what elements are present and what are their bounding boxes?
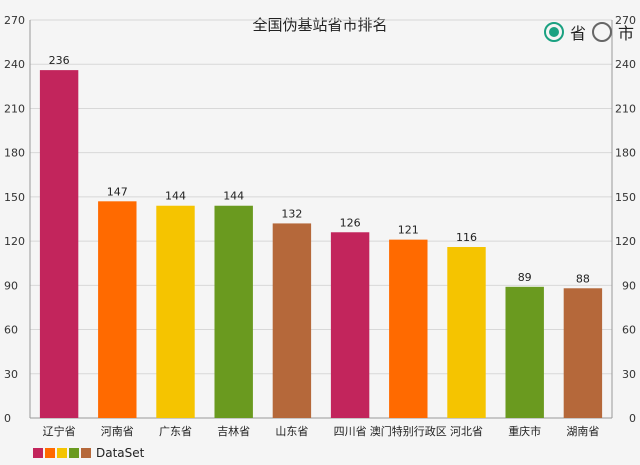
x-tick-label: 广东省 xyxy=(159,425,192,438)
radio-city[interactable]: 市 xyxy=(591,20,634,44)
y-tick-label-left: 240 xyxy=(4,58,25,71)
y-tick-label-right: 270 xyxy=(615,14,636,27)
y-tick-label-left: 210 xyxy=(4,102,25,115)
bar xyxy=(447,247,486,418)
y-tick-label-right: 240 xyxy=(615,58,636,71)
x-tick-label: 河南省 xyxy=(101,425,134,438)
x-tick-label: 四川省 xyxy=(334,425,367,438)
bar xyxy=(214,205,253,418)
y-tick-label-left: 120 xyxy=(4,235,25,248)
y-tick-label-right: 180 xyxy=(615,147,636,160)
y-tick-label-left: 30 xyxy=(4,368,18,381)
y-tick-label-right: 60 xyxy=(622,324,636,337)
bar-value-label: 88 xyxy=(576,272,590,285)
y-tick-label-left: 150 xyxy=(4,191,25,204)
x-tick-label: 河北省 xyxy=(450,425,483,438)
y-tick-label-right: 30 xyxy=(622,368,636,381)
bar-value-label: 121 xyxy=(398,224,419,237)
legend-label: DataSet xyxy=(96,446,145,460)
bar-value-label: 89 xyxy=(518,271,532,284)
bar-value-label: 132 xyxy=(281,207,302,220)
y-tick-label-left: 270 xyxy=(4,14,25,27)
y-tick-label-left: 60 xyxy=(4,324,18,337)
radio-city-label: 市 xyxy=(617,24,634,43)
legend-swatch xyxy=(45,448,55,458)
x-tick-label: 辽宁省 xyxy=(43,424,76,438)
legend-swatch xyxy=(57,448,67,458)
bar xyxy=(563,288,603,418)
x-tick-label: 湖南省 xyxy=(566,425,599,438)
x-tick-label: 重庆市 xyxy=(508,424,541,438)
chart-title: 全国伪基站省市排名 xyxy=(252,16,387,34)
bar-value-label: 147 xyxy=(107,185,128,198)
bar-value-label: 144 xyxy=(223,190,244,203)
x-tick-label: 吉林省 xyxy=(217,424,250,438)
bar-value-label: 144 xyxy=(165,190,186,203)
legend-swatch xyxy=(69,448,79,458)
legend-swatch xyxy=(81,448,91,458)
y-tick-label-right: 120 xyxy=(615,235,636,248)
bar xyxy=(389,239,428,418)
bar xyxy=(156,205,195,418)
bar xyxy=(330,232,370,418)
radio-province[interactable]: 省 xyxy=(543,20,586,44)
y-tick-label-left: 0 xyxy=(4,412,11,425)
x-tick-label: 山东省 xyxy=(275,425,308,438)
x-tick-label: 澳门特别行政区 xyxy=(370,424,447,438)
y-tick-label-right: 150 xyxy=(615,191,636,204)
y-tick-label-left: 90 xyxy=(4,279,18,292)
bar-value-label: 116 xyxy=(456,231,477,244)
bar xyxy=(505,286,544,418)
y-tick-label-left: 180 xyxy=(4,147,25,160)
y-tick-label-right: 0 xyxy=(629,412,636,425)
radio-province-label: 省 xyxy=(569,24,586,43)
radio-province-circle xyxy=(543,22,564,42)
legend-swatch xyxy=(33,448,43,458)
province-city-toggle: 省 市 xyxy=(543,20,640,44)
bar xyxy=(98,201,137,418)
radio-city-circle xyxy=(591,22,612,42)
bar xyxy=(39,70,79,418)
bar xyxy=(272,223,312,418)
y-tick-label-right: 90 xyxy=(622,279,636,292)
bar-value-label: 126 xyxy=(340,216,361,229)
bar-value-label: 236 xyxy=(49,54,70,67)
y-tick-label-right: 210 xyxy=(615,102,636,115)
